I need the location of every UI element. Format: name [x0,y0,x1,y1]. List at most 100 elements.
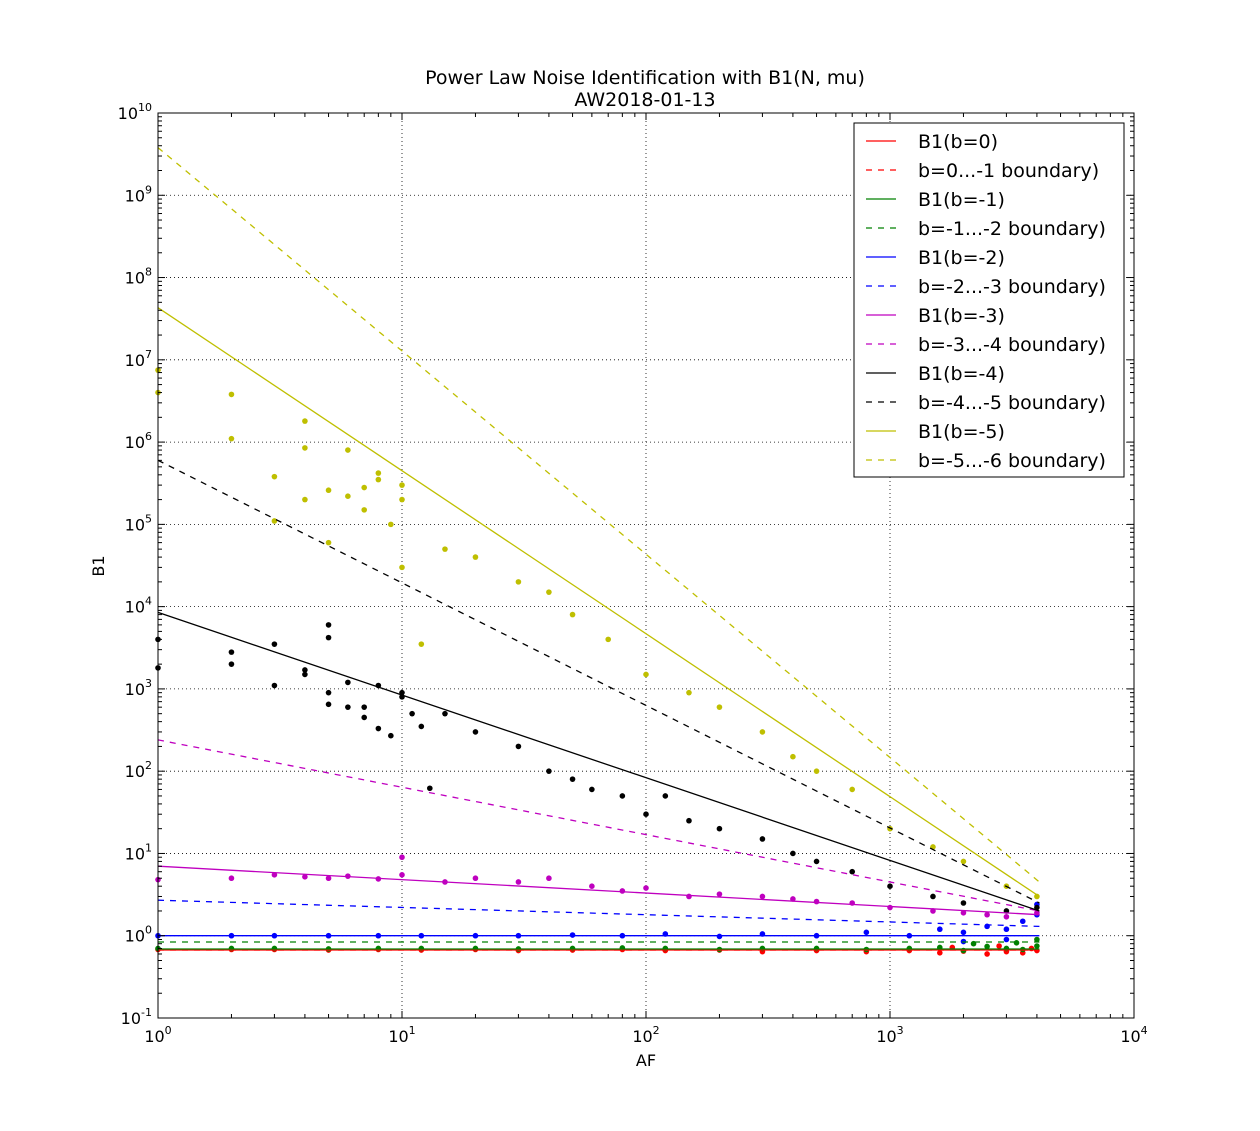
data-point [569,932,576,938]
data-point [605,636,612,643]
data-point [984,943,990,950]
data-point [361,714,368,721]
legend-label: B1(b=-1) [918,189,1005,211]
data-point [228,661,235,667]
y-tick-label: 1010 [118,101,152,123]
data-point [399,564,405,571]
data-point [302,496,308,503]
data-point [325,539,332,546]
data-point [1034,936,1040,943]
data-point [937,950,943,956]
data-point [375,725,382,732]
legend-frame [853,122,1125,478]
series-line [157,865,1040,916]
legend-label: B1(b=0) [918,131,998,153]
legend-label: b=-1...-2 boundary) [918,218,1106,240]
series-line [157,739,1040,912]
data-point [515,879,522,885]
chart-title: Power Law Noise Identification with B1(N… [425,67,865,89]
y-tick-label: 106 [125,430,152,452]
data-point [375,476,382,483]
data-point [302,667,308,673]
data-point [960,909,967,916]
ticks: 100 101 102 103 10410-1100101102103104105106… [118,101,1148,1046]
data-point [442,710,448,717]
data-point [361,507,368,513]
chart-subtitle: AW2018-01-13 [574,89,715,111]
data-point [619,793,626,799]
data-point [345,493,351,499]
data-point [813,768,820,774]
data-point [361,484,368,491]
data-point [686,689,692,696]
legend-label: B1(b=-3) [918,305,1005,327]
data-point [930,893,936,900]
legend-label: b=-2...-3 boundary) [918,276,1106,298]
y-tick-label: 108 [125,266,152,288]
data-point [863,929,870,936]
data-point [388,732,394,739]
data-point [271,641,278,647]
data-point [759,729,766,735]
data-point [960,900,967,906]
data-point [716,825,723,832]
legend-label: b=-4...-5 boundary) [918,392,1106,414]
y-tick-label: 107 [125,348,152,370]
data-point [716,704,723,710]
data-point [1003,913,1010,920]
y-tick-label: 104 [125,595,152,617]
y-axis-label: B1 [89,555,108,576]
data-point [569,776,576,782]
data-point [813,898,820,905]
data-point [937,926,943,933]
legend-label: B1(b=-2) [918,247,1005,269]
data-point [325,701,332,708]
data-point [409,710,415,717]
data-point [271,872,278,878]
y-tick-label: 103 [125,677,152,699]
x-tick-label: 103 [876,1024,903,1046]
data-point [887,883,893,889]
data-point [302,445,308,451]
data-point [1003,926,1010,933]
legend-label: b=-3...-4 boundary) [918,334,1106,356]
data-point [813,858,820,865]
data-point [546,768,552,774]
data-point [271,518,278,524]
data-point [569,611,576,618]
data-point [472,875,479,882]
data-point [418,641,425,647]
data-point [325,634,332,641]
legend-label: b=0...-1 boundary) [918,160,1099,182]
y-tick-label: 100 [125,924,152,946]
data-point [515,579,522,585]
data-point [643,885,649,891]
y-tick-label: 105 [125,512,152,534]
data-point [849,868,856,875]
series-line [157,459,1040,904]
x-tick-label: 101 [388,1024,415,1046]
data-point [325,487,332,494]
x-axis-label: AF [636,1051,656,1070]
data-point [643,811,649,818]
data-point [1034,943,1040,949]
data-point [228,649,235,655]
data-point [399,854,405,861]
data-point [345,704,351,710]
data-point [228,875,235,882]
data-point [790,753,796,760]
data-point [686,893,692,900]
data-point [716,933,723,940]
data-point [686,817,692,824]
data-point [984,951,990,957]
data-point [515,743,522,750]
data-point [996,943,1002,949]
data-point [375,470,382,476]
legend-label: b=-5...-6 boundary) [918,450,1106,472]
data-point [345,679,351,686]
legend-label: B1(b=-4) [918,363,1005,385]
data-point [759,893,766,900]
data-point [790,850,796,857]
data-point [1013,940,1020,946]
